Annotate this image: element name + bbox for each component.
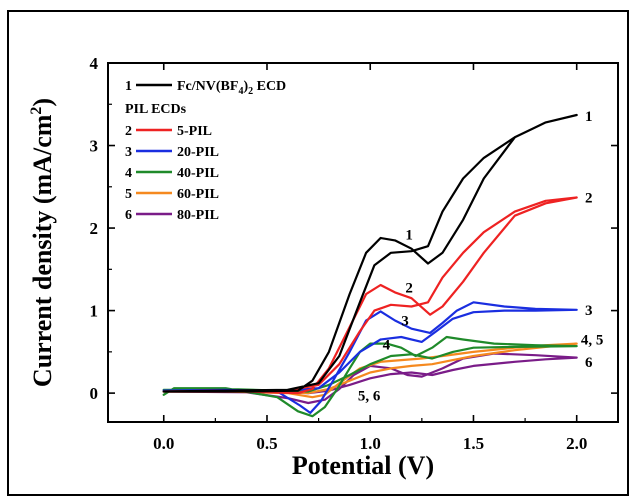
legend: 1 Fc/NV(BF4)2 ECD PIL ECDs 2 5-PIL 3 20-PIL 4 40… [125, 79, 286, 223]
x-tick-label: 1.5 [463, 434, 484, 453]
y-tick-label: 3 [90, 137, 99, 156]
legend-label: 80-PIL [177, 208, 219, 223]
curve-annotation: 2 [405, 280, 413, 296]
legend-label: 40-PIL [177, 166, 219, 181]
x-tick-label: 1.0 [360, 434, 381, 453]
curve-annotation: 1 [585, 109, 593, 125]
series-line-1 [162, 113, 578, 393]
series-line-3 [162, 301, 578, 414]
legend-label: Fc/NV(BF4)2 ECD [177, 79, 286, 97]
x-tick-label: 0.5 [256, 434, 277, 453]
series-line-4 [162, 335, 578, 418]
legend-number: 2 [125, 124, 132, 139]
x-tick-label: 0.0 [153, 434, 174, 453]
plot-area-border [107, 62, 619, 423]
y-tick-label: 0 [90, 384, 99, 403]
curve-annotation: 6 [585, 355, 593, 371]
y-tick-label: 1 [90, 302, 99, 321]
legend-number: 6 [125, 208, 132, 223]
legend-number: 3 [125, 145, 132, 160]
curve-annotation: 3 [401, 313, 409, 329]
series-layer [162, 113, 578, 418]
legend-label: 5-PIL [177, 124, 212, 139]
legend-heading: PIL ECDs [125, 102, 187, 117]
x-axis-label: Potential (V) [292, 451, 434, 480]
series-line-5 [162, 342, 578, 399]
legend-number: 1 [125, 79, 132, 94]
curve-annotation: 4, 5 [581, 332, 604, 348]
y-tick-label: 2 [90, 219, 99, 238]
curve-annotation: 4 [383, 337, 391, 353]
x-tick-label: 2.0 [566, 434, 587, 453]
legend-label: 20-PIL [177, 145, 219, 160]
legend-number: 5 [125, 187, 132, 202]
legend-number: 4 [125, 166, 132, 181]
legend-label: 60-PIL [177, 187, 219, 202]
curve-annotation: 1 [405, 228, 413, 244]
curve-annotation: 5, 6 [358, 389, 381, 405]
y-axis-label: Current density (mA/cm2) [28, 98, 57, 387]
curve-annotation: 3 [585, 303, 593, 319]
curve-annotation: 2 [585, 191, 593, 207]
y-tick-label: 4 [90, 54, 99, 73]
